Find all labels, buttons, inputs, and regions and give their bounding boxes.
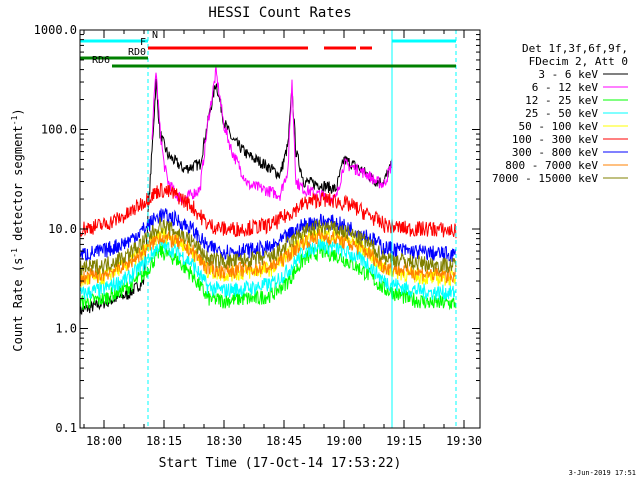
- legend-label-4: 50 - 100 keV: [519, 120, 599, 133]
- x-tick-label-3: 18:45: [266, 434, 302, 448]
- series-line-6: [79, 208, 457, 263]
- legend-header-line-1: Det 1f,3f,6f,9f,: [522, 42, 628, 55]
- series-line-1: [151, 65, 393, 206]
- x-tick-label-2: 18:30: [206, 434, 242, 448]
- y-axis-label-main: Count Rate (s: [11, 258, 25, 352]
- y-axis-label-sup2: -1: [10, 115, 19, 125]
- generated-timestamp: 3-Jun-2019 17:51: [569, 469, 636, 477]
- y-tick-label-1: 1.0: [55, 322, 77, 336]
- x-tick-label-5: 19:15: [386, 434, 422, 448]
- series-line-2: [79, 243, 457, 311]
- flag-label-0: N: [152, 30, 158, 41]
- y-axis-label: Count Rate (s-1 detector segment-1): [10, 108, 25, 351]
- legend: Det 1f,3f,6f,9f, FDecim 2, Att 0 3 - 6 k…: [492, 42, 628, 185]
- series-group: [79, 65, 457, 317]
- time-markers: [79, 30, 457, 428]
- legend-label-5: 100 - 300 keV: [512, 133, 598, 146]
- x-tick-label-4: 19:00: [326, 434, 362, 448]
- y-axis-label-sup: -1: [10, 248, 19, 258]
- y-axis-label-tail: detector segment: [11, 125, 25, 248]
- series-line-5: [79, 182, 457, 239]
- x-axis-ticks: 18:00 18:15 18:30 18:45 19:00 19:15 19:30: [83, 30, 482, 448]
- x-tick-label-1: 18:15: [146, 434, 182, 448]
- y-tick-label-0: 0.1: [55, 421, 77, 435]
- flag-label-3: RD6: [92, 55, 110, 66]
- y-axis-ticks: 0.1 1.0 10.0 100.0 1000.0: [34, 23, 480, 435]
- chart-title: HESSI Count Rates: [208, 5, 351, 21]
- legend-header-line-2: FDecim 2, Att 0: [529, 55, 628, 68]
- x-tick-label-6: 19:30: [446, 434, 482, 448]
- y-tick-label-4: 1000.0: [34, 23, 77, 37]
- flag-label-2: RD0: [128, 47, 146, 58]
- legend-label-0: 3 - 6 keV: [538, 68, 598, 81]
- series-line-8: [79, 217, 457, 276]
- flag-label-1: F: [140, 37, 146, 48]
- x-tick-label-0: 18:00: [86, 434, 122, 448]
- legend-label-7: 800 - 7000 keV: [505, 159, 598, 172]
- y-tick-label-2: 10.0: [48, 222, 77, 236]
- legend-label-2: 12 - 25 keV: [525, 94, 598, 107]
- x-axis-label: Start Time (17-Oct-14 17:53:22): [159, 456, 402, 471]
- legend-label-1: 6 - 12 keV: [532, 81, 599, 94]
- legend-label-6: 300 - 800 keV: [512, 146, 598, 159]
- y-tick-label-3: 100.0: [41, 123, 77, 137]
- series-line-0: [79, 78, 393, 317]
- legend-label-8: 7000 - 15000 keV: [492, 172, 598, 185]
- y-axis-label-close: ): [11, 108, 25, 115]
- series-line-7: [79, 228, 457, 287]
- legend-label-3: 25 - 50 keV: [525, 107, 598, 120]
